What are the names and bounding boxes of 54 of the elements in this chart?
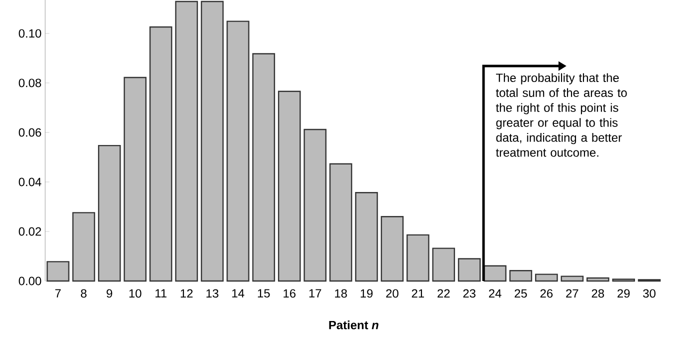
x-tick-label: 15 xyxy=(258,289,270,298)
y-tick-label: 0.10 xyxy=(18,29,42,38)
x-tick-label: 25 xyxy=(514,289,527,298)
x-tick-label: 27 xyxy=(566,289,578,298)
bar xyxy=(484,265,506,282)
bar xyxy=(252,53,276,282)
x-tick-label: 28 xyxy=(592,289,604,298)
bar xyxy=(329,163,352,282)
x-tick-label: 7 xyxy=(55,289,61,298)
x-tick-label: 8 xyxy=(80,289,87,298)
bar xyxy=(72,212,96,282)
x-tick-label: 21 xyxy=(412,289,424,298)
x-tick-label: 29 xyxy=(618,289,630,298)
bar xyxy=(278,90,301,282)
bar xyxy=(509,270,532,282)
bar xyxy=(560,276,584,282)
bar xyxy=(149,26,172,282)
bar xyxy=(380,216,404,282)
x-tick-label: 23 xyxy=(463,289,476,298)
bar xyxy=(46,261,70,282)
x-tick-label: 11 xyxy=(156,289,166,298)
y-tick-label: 0.04 xyxy=(18,178,42,186)
y-tick-label: 0.08 xyxy=(18,78,42,88)
x-tick-label: 20 xyxy=(386,289,398,298)
x-tick-label: 26 xyxy=(540,289,553,298)
x-tick-label: 24 xyxy=(488,289,502,298)
bar xyxy=(406,234,430,282)
bar xyxy=(304,128,326,282)
bar xyxy=(355,192,378,282)
x-tick-label: 18 xyxy=(335,289,347,298)
x-tick-label: 9 xyxy=(106,289,112,298)
x-tick-label: 30 xyxy=(643,289,656,298)
x-tick-label: 19 xyxy=(360,289,373,298)
bar xyxy=(175,0,198,282)
x-tick-label: 10 xyxy=(129,289,142,298)
x-axis-title: Patient n xyxy=(329,320,378,330)
x-tick-label: 13 xyxy=(206,289,218,298)
bar xyxy=(124,76,147,282)
bar xyxy=(535,274,558,282)
y-tick-label: 0.02 xyxy=(18,227,42,236)
bar xyxy=(586,277,610,282)
bar xyxy=(432,248,456,282)
x-tick-label: 22 xyxy=(438,289,450,298)
bar xyxy=(226,20,250,282)
x-tick-label: 14 xyxy=(232,289,244,298)
y-tick-label: 0.06 xyxy=(18,128,42,137)
x-tick-label: 17 xyxy=(309,289,322,298)
bar xyxy=(200,0,224,282)
annotation: The probability that the total sum of the areas to the right of this point is greater or equal to this data, indicating a better treatment outcome. xyxy=(496,73,627,157)
bar xyxy=(458,258,481,282)
x-tick-label: 16 xyxy=(284,289,296,298)
bar xyxy=(98,144,121,282)
y-tick-label: 0.00 xyxy=(18,276,42,286)
x-tick-label: 12 xyxy=(180,289,193,298)
